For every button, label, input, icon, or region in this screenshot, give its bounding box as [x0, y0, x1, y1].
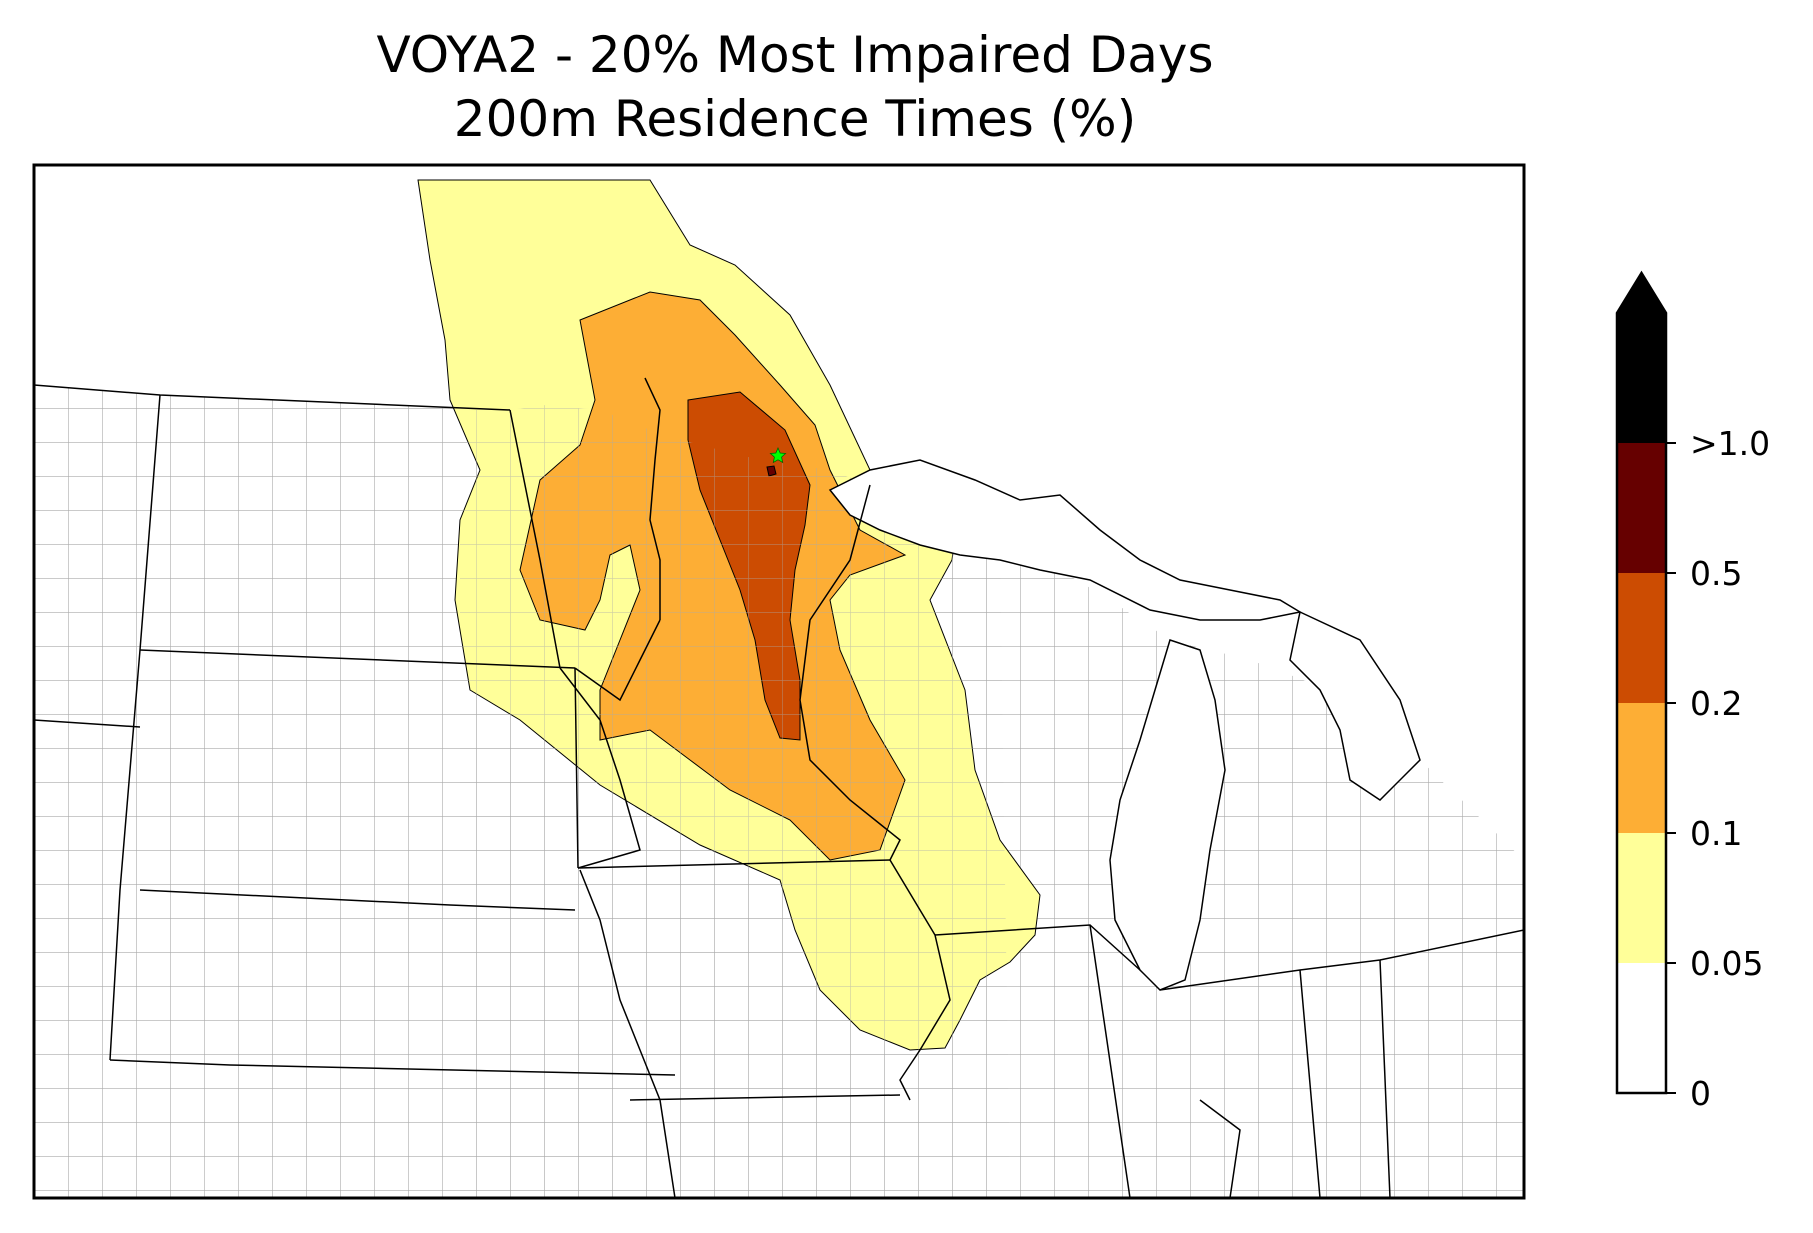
colorbar-tick-label: 0.1: [1690, 814, 1742, 853]
colorbar: 0 0.05 0.1 0.2 0.5 >1.0: [1615, 270, 1770, 1113]
colorbar-tick-label: 0.2: [1690, 684, 1742, 723]
map-panel: [34, 165, 1524, 1198]
colorbar-bin-0-0.05: [1617, 963, 1666, 1093]
colorbar-tick-label: 0.05: [1690, 944, 1763, 983]
colorbar-tick-label: 0.5: [1690, 554, 1742, 593]
colorbar-bin-above-1.0: [1617, 313, 1666, 443]
colorbar-tick-label: >1.0: [1690, 424, 1770, 463]
state-boundaries: [34, 377, 1524, 1198]
colorbar-tick-label: 0: [1690, 1074, 1711, 1113]
colorbar-bin-0.05-0.1: [1617, 833, 1666, 963]
colorbar-bin-0.5-1.0: [1617, 443, 1666, 573]
map-title-line-2: 200m Residence Times (%): [453, 90, 1137, 148]
lake-huron: [1289, 610, 1421, 801]
colorbar-extend-arrow: [1617, 273, 1666, 313]
map-frame: [32, 163, 1526, 1200]
colorbar-bin-0.1-0.2: [1617, 703, 1666, 833]
map-title-line-1: VOYA2 - 20% Most Impaired Days: [376, 26, 1214, 84]
colorbar-bin-0.2-0.5: [1617, 573, 1666, 703]
county-grid-overlay: [460, 405, 1010, 1198]
site-star-marker: [769, 447, 787, 464]
